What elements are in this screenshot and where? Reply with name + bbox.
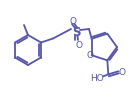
Text: O: O: [70, 16, 76, 25]
Text: S: S: [72, 26, 80, 39]
Text: O: O: [76, 40, 83, 49]
Text: HO: HO: [90, 73, 104, 82]
Text: O: O: [86, 50, 93, 59]
Text: O: O: [119, 67, 126, 76]
